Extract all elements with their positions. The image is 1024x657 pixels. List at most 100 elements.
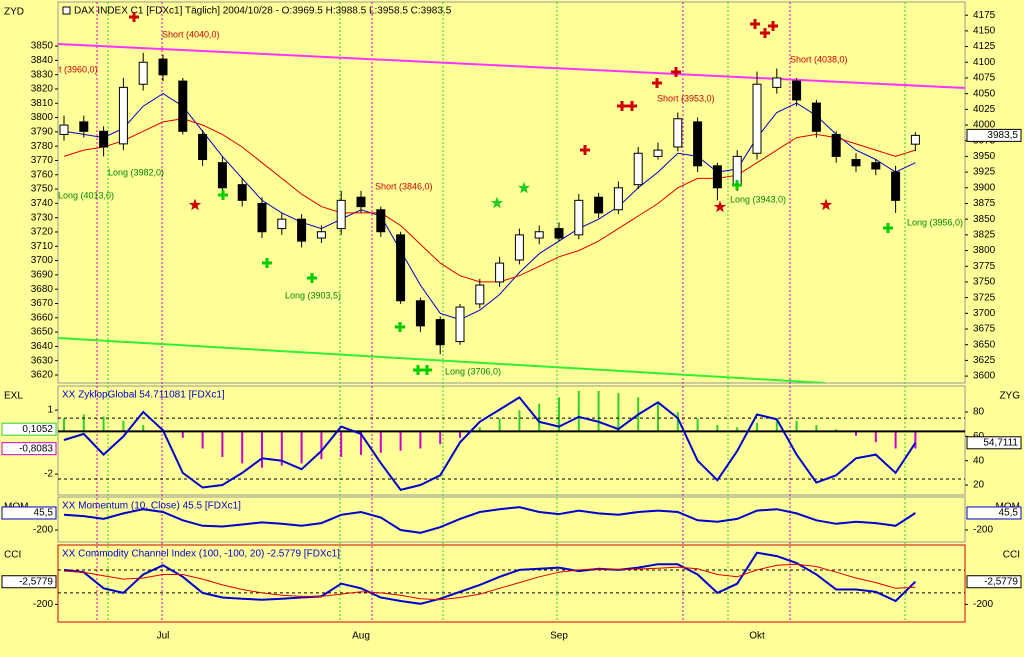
candle-body [59, 124, 69, 135]
indicator-line [63, 551, 917, 605]
candle-body [594, 196, 604, 214]
y-tick-label: 3750 [31, 184, 54, 195]
candle-body [712, 165, 722, 189]
candle-body [396, 234, 406, 302]
y-tick-label: 3690 [31, 270, 54, 281]
signal-cross [218, 190, 228, 200]
signal-cross [627, 101, 637, 111]
y2-tick-label: 3825 [973, 230, 996, 241]
y-tick-label: 3700 [31, 255, 54, 266]
candle-body [495, 262, 505, 283]
candle-body [435, 319, 445, 346]
y-tick-label: 3650 [31, 327, 54, 338]
y2-tick-label: 3675 [973, 324, 996, 335]
panel-2 [63, 506, 916, 534]
panel-frame [57, 496, 966, 543]
y-tick-label: 3820 [31, 84, 54, 95]
y-tick-label: 3760 [31, 169, 54, 180]
signal-cross [750, 19, 760, 29]
y2-tick-label: 3650 [973, 339, 996, 350]
candle-body [554, 228, 564, 239]
y2-tick-label: 3725 [973, 292, 996, 303]
y2-tick-label: 4000 [973, 120, 996, 131]
panel-title: XX Momentum (10, Close) 45.5 [FDXc1] [62, 501, 241, 512]
signal-annotation: Short (3953,0) [657, 93, 715, 103]
current-value-box [966, 575, 1022, 589]
panel-3 [58, 551, 965, 605]
y2-axis-label: ZYG [999, 391, 1020, 402]
y-tick-label: -2 [44, 469, 53, 480]
y2-tick-label: 3875 [973, 198, 996, 209]
candle-body [237, 184, 247, 201]
current-value-label: 45,5 [34, 508, 54, 519]
candle-body [831, 133, 841, 157]
candle-body [772, 77, 782, 88]
signal-annotation: Short (4040,0) [162, 29, 220, 39]
y2-tick-label: 3800 [973, 245, 996, 256]
signal-cross [671, 67, 681, 77]
x-tick-label: Aug [352, 631, 370, 642]
candle-body [297, 218, 307, 242]
y2-tick-label: 80 [973, 407, 985, 418]
axes-3: -200 -200 CCI CCI XX Commodity Channel Index… [1, 549, 1022, 610]
signal-cross [617, 101, 627, 111]
y-tick-label: 3830 [31, 69, 54, 80]
current-value-label: -0,8083 [19, 443, 53, 454]
candle-body [475, 284, 485, 305]
candle-body [910, 134, 920, 145]
y2-tick-label: 4075 [973, 73, 996, 84]
candle-body [79, 121, 89, 132]
current-value-label: -2,5779 [984, 576, 1018, 587]
current-value-box [1, 575, 57, 589]
candle-body [356, 196, 366, 208]
signal-cross [413, 365, 423, 375]
candle-body [653, 149, 663, 157]
y2-tick-label: 3925 [973, 167, 996, 178]
y2-tick-label: 4150 [973, 26, 996, 37]
y2-tick-label: 4125 [973, 41, 996, 52]
y-tick-label: 3730 [31, 212, 54, 223]
signal-star [819, 198, 833, 211]
y-tick-label: 3640 [31, 341, 54, 352]
y2-tick-label: 4100 [973, 57, 996, 68]
y-tick-label: 3800 [31, 112, 54, 123]
signal-cross [422, 365, 432, 375]
candle-body [871, 162, 881, 170]
candle-body [217, 162, 227, 189]
y2-tick-label: 3850 [973, 214, 996, 225]
candle-body [455, 306, 465, 343]
candle-body [811, 102, 821, 132]
y2-tick-label: 3775 [973, 261, 996, 272]
x-tick-label: Jul [157, 631, 170, 642]
y2-tick-label: 4175 [973, 10, 996, 21]
signal-cross [580, 145, 590, 155]
y2-tick-label: 40 [973, 455, 985, 466]
candle-body [336, 199, 346, 230]
indicator-line [63, 506, 916, 534]
signal-cross [262, 258, 272, 268]
current-value-label: 0,1052 [22, 424, 53, 435]
y2-tick-label: 3950 [973, 151, 996, 162]
candle-body [514, 234, 524, 261]
y-tick-label: 3680 [31, 284, 54, 295]
current-value-label: 3983,5 [987, 130, 1018, 141]
y-tick-label: 3790 [31, 127, 54, 138]
signal-cross [760, 28, 770, 38]
y2-tick-label: 3750 [973, 277, 996, 288]
candle-body [574, 199, 584, 236]
candle-body [792, 80, 802, 101]
moving-average [63, 118, 916, 283]
candle-body [277, 218, 287, 230]
y-tick-label: -200 [33, 525, 53, 536]
candle-body [534, 231, 544, 239]
panel-title: DAX INDEX C1 [FDXc1] Täglich] 2004/10/28… [74, 6, 452, 17]
signal-annotation: Long (3903,5) [285, 290, 341, 300]
signal-cross [129, 12, 139, 22]
candle-body [138, 61, 148, 85]
candle-body [316, 231, 326, 239]
y-axis-label: EXL [4, 391, 23, 402]
signal-annotation: Long (3956,0) [907, 217, 963, 227]
candle-body [257, 202, 267, 233]
current-value-box [1, 422, 57, 436]
